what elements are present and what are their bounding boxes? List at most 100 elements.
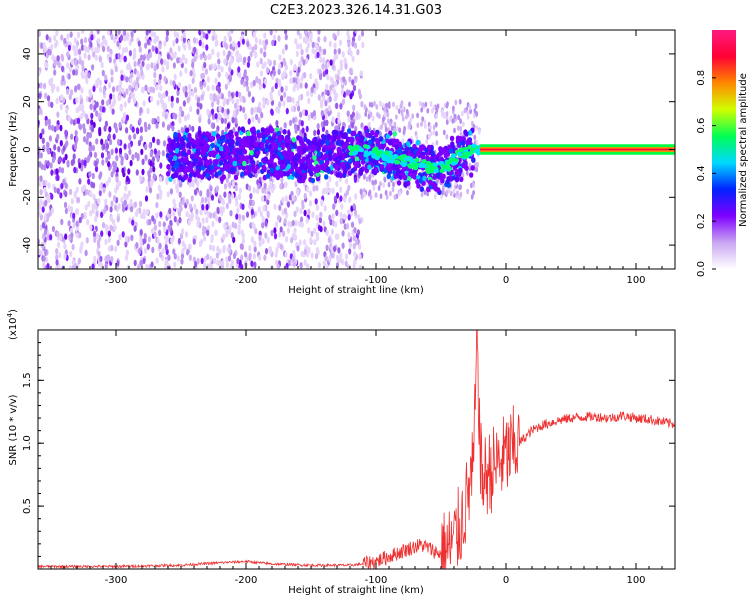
noise-speckle [158,73,162,81]
noise-speckle [203,255,207,263]
trace-point [184,156,189,162]
trace-point [205,172,210,179]
noise-speckle [351,122,355,129]
noise-speckle [209,244,213,251]
noise-speckle [441,189,444,196]
noise-speckle [319,73,323,81]
noise-speckle [133,68,137,75]
noise-speckle [191,125,195,133]
noise-speckle [99,171,103,178]
trace-point [419,186,425,192]
noise-speckle [107,30,111,36]
noise-speckle [84,249,88,257]
noise-speckle [156,138,160,146]
noise-speckle [275,246,279,254]
noise-speckle [348,241,353,249]
noise-speckle [329,84,333,92]
noise-speckle [245,211,250,218]
noise-speckle [368,121,371,128]
noise-speckle [196,180,200,187]
noise-speckle [75,107,79,114]
noise-speckle [53,34,57,42]
noise-speckle [223,191,227,198]
noise-speckle [449,116,452,123]
noise-speckle [176,89,180,97]
noise-speckle [139,126,143,133]
noise-speckle [263,51,267,58]
noise-speckle [158,193,163,200]
noise-speckle [178,201,182,209]
noise-speckle [151,227,155,234]
noise-speckle [280,95,284,102]
noise-speckle [309,73,313,80]
noise-speckle [220,66,224,73]
trace-point-bright [353,146,359,152]
noise-speckle [193,55,197,62]
noise-speckle [382,116,385,123]
noise-speckle [401,138,405,144]
noise-speckle [90,34,94,41]
trace-point [329,165,334,171]
noise-speckle [243,72,247,79]
noise-speckle [295,188,299,195]
noise-speckle [152,166,156,173]
trace-point-bright [426,160,432,166]
noise-speckle [66,62,70,69]
noise-speckle [218,194,222,201]
trace-point [464,131,469,137]
noise-speckle [184,91,188,98]
noise-speckle [75,97,79,104]
noise-speckle [100,138,104,145]
noise-speckle [76,31,81,39]
noise-speckle [46,263,50,269]
noise-speckle [396,126,399,132]
noise-speckle [155,122,159,129]
noise-speckle [234,222,238,230]
noise-speckle [445,134,449,140]
noise-speckle [230,30,234,34]
noise-speckle [225,202,229,210]
noise-speckle [354,30,358,34]
noise-speckle [456,190,459,196]
noise-speckle [172,40,176,47]
trace-point [264,143,270,149]
noise-speckle [165,35,169,42]
noise-speckle [140,54,144,61]
noise-speckle [300,216,304,223]
noise-speckle [88,131,92,139]
noise-speckle [289,70,293,77]
noise-speckle [70,159,74,166]
noise-speckle [184,67,188,74]
noise-speckle [312,185,316,192]
noise-speckle [333,89,337,96]
noise-speckle [150,261,154,268]
noise-speckle [138,200,143,207]
trace-point [303,165,308,171]
noise-speckle [105,180,109,187]
noise-speckle [240,78,244,85]
noise-speckle [205,204,209,211]
noise-speckle [280,176,284,184]
noise-speckle [335,180,339,187]
noise-speckle [474,103,478,109]
noise-speckle [112,195,117,202]
trace-point [207,165,212,172]
noise-speckle [140,69,144,77]
noise-speckle [94,54,98,61]
noise-speckle [279,226,283,233]
noise-speckle [91,207,95,214]
noise-speckle [261,187,265,194]
noise-speckle [50,77,54,84]
trace-point-bright [451,153,457,159]
noise-speckle [296,84,300,91]
noise-speckle [331,78,335,85]
noise-speckle [48,123,52,131]
noise-speckle [89,224,93,231]
noise-speckle [140,212,144,219]
noise-speckle [61,65,65,73]
noise-speckle [476,161,479,168]
noise-speckle [130,72,134,79]
noise-speckle [255,76,259,83]
trace-point [335,172,341,178]
noise-speckle [60,218,64,226]
